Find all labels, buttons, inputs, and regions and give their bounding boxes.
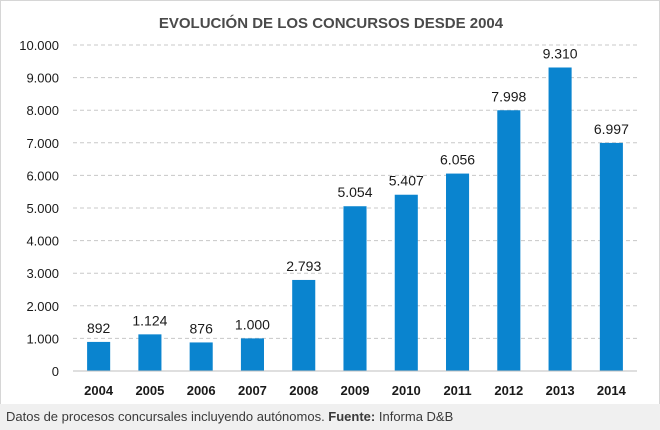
data-label: 1.000 [235, 316, 270, 332]
x-tick-label: 2012 [494, 383, 523, 398]
x-tick-label: 2007 [238, 383, 267, 398]
chart-title: EVOLUCIÓN DE LOS CONCURSOS DESDE 2004 [159, 14, 504, 32]
bar-2013 [548, 67, 572, 371]
bar-2007 [240, 338, 264, 371]
bars [87, 67, 623, 371]
x-tick-label: 2008 [289, 383, 318, 398]
y-tick-label: 6.000 [26, 168, 59, 183]
data-label: 1.124 [132, 312, 167, 328]
data-label: 7.998 [491, 88, 526, 104]
bar-2011 [446, 173, 470, 371]
data-label: 6.056 [440, 152, 475, 168]
y-tick-label: 7.000 [26, 136, 59, 151]
data-label: 892 [87, 320, 111, 336]
x-tick-label: 2004 [84, 383, 114, 398]
data-label: 6.997 [594, 121, 629, 137]
y-tick-label: 5.000 [26, 201, 59, 216]
bar-2004 [87, 341, 111, 371]
bar-2006 [189, 342, 213, 371]
bar-2005 [138, 334, 162, 371]
caption-text: Datos de procesos concursales incluyendo… [6, 409, 329, 424]
caption-source-label: Fuente: [328, 409, 376, 424]
bar-2014 [599, 142, 623, 371]
caption-source-value: Informa D&B [375, 409, 454, 424]
x-tick-label: 2009 [341, 383, 370, 398]
data-label: 2.793 [286, 258, 321, 274]
chart-frame: EVOLUCIÓN DE LOS CONCURSOS DESDE 2004 0 1… [0, 0, 660, 405]
chart-caption: Datos de procesos concursales incluyendo… [0, 404, 660, 430]
y-tick-label: 2.000 [26, 299, 59, 314]
data-label: 9.310 [543, 45, 578, 61]
bar-2010 [394, 194, 418, 371]
x-tick-label: 2010 [392, 383, 421, 398]
y-tick-label: 3.000 [26, 266, 59, 281]
bar-chart: EVOLUCIÓN DE LOS CONCURSOS DESDE 2004 0 1… [19, 14, 637, 398]
data-label: 5.407 [389, 173, 424, 189]
x-tick-label: 2011 [443, 383, 471, 398]
y-tick-label: 4.000 [26, 234, 59, 249]
bar-2012 [497, 110, 521, 371]
x-tick-label: 2014 [597, 383, 627, 398]
y-tick-label: 9.000 [26, 71, 59, 86]
y-tick-label: 10.000 [19, 38, 59, 53]
bar-2008 [292, 279, 316, 371]
data-label: 876 [190, 320, 214, 336]
data-labels: 892 1.124 876 1.000 2.793 5.054 5.407 6.056 7.99… [87, 45, 629, 336]
y-axis-ticks: 0 1.000 2.000 3.000 4.000 5.000 6.000 7.000 8.00… [19, 38, 59, 379]
x-axis-ticks: 2004 2005 2006 2007 2008 2009 2010 2011 2012 2013… [84, 383, 626, 398]
x-tick-label: 2005 [135, 383, 164, 398]
x-tick-label: 2006 [187, 383, 216, 398]
bar-2009 [343, 206, 367, 371]
x-tick-label: 2013 [546, 383, 575, 398]
y-tick-label: 0 [52, 364, 59, 379]
y-tick-label: 8.000 [26, 103, 59, 118]
data-label: 5.054 [337, 184, 372, 200]
y-tick-label: 1.000 [26, 331, 59, 346]
